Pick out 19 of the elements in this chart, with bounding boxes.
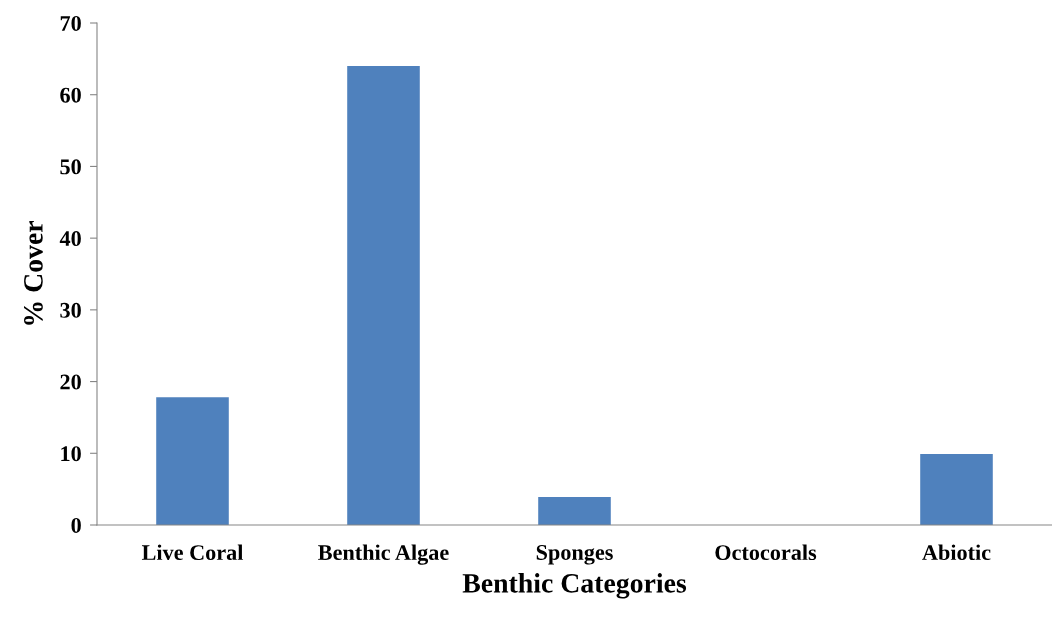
bar <box>920 454 993 525</box>
y-tick-label: 20 <box>60 374 81 390</box>
bar <box>347 66 420 525</box>
x-tick-label: Benthic Algae <box>318 544 449 565</box>
y-tick-label: 10 <box>61 446 81 462</box>
bar <box>156 397 229 525</box>
y-axis-title: % Cover <box>24 220 43 325</box>
x-tick-label: Live Coral <box>141 544 244 561</box>
y-tick-label: 40 <box>59 231 81 247</box>
bar <box>538 497 611 525</box>
x-axis-title: Benthic Categories <box>462 573 687 599</box>
y-tick-label: 0 <box>71 517 81 533</box>
x-tick-label: Abiotic <box>922 544 991 561</box>
y-tick-label: 60 <box>60 87 81 103</box>
y-tick-label: 30 <box>60 302 81 318</box>
x-tick-label: Octocorals <box>715 544 817 561</box>
y-tick-label: 50 <box>60 159 81 175</box>
x-tick-label: Sponges <box>536 544 613 565</box>
y-tick-label: 70 <box>60 15 81 31</box>
